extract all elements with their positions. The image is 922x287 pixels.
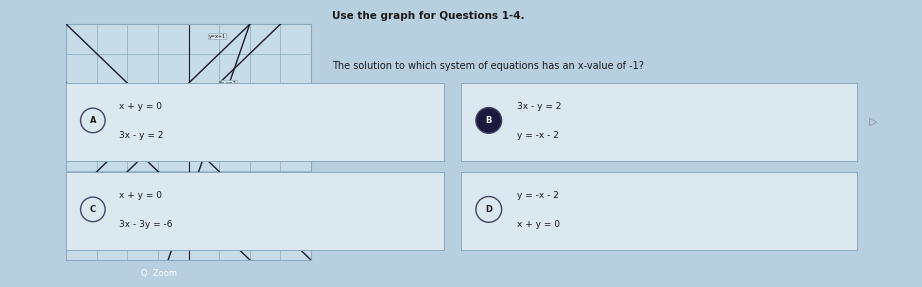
Ellipse shape xyxy=(80,108,105,133)
Text: x + y = 0: x + y = 0 xyxy=(119,191,162,200)
Text: D: D xyxy=(485,205,492,214)
Text: ▷: ▷ xyxy=(869,117,877,127)
Ellipse shape xyxy=(80,197,105,222)
Text: 1: 1 xyxy=(220,134,224,139)
Text: C: C xyxy=(89,205,96,214)
Text: x+y=0: x+y=0 xyxy=(225,193,242,197)
Text: A: A xyxy=(89,116,96,125)
Text: B: B xyxy=(486,116,492,125)
Ellipse shape xyxy=(476,197,502,222)
Text: x + y = 0: x + y = 0 xyxy=(119,102,162,111)
Text: y=-x-2: y=-x-2 xyxy=(82,96,98,100)
Text: y = -x - 2: y = -x - 2 xyxy=(516,131,559,140)
Text: O: O xyxy=(192,134,196,139)
Text: The solution to which system of equations has an x-value of -1?: The solution to which system of equation… xyxy=(332,61,644,71)
Text: y = -x - 2: y = -x - 2 xyxy=(516,191,559,200)
Text: 3x - 3y = -6: 3x - 3y = -6 xyxy=(119,220,172,229)
Text: Q  Zoom: Q Zoom xyxy=(141,269,177,278)
Text: 3x-y=2: 3x-y=2 xyxy=(219,81,237,86)
Text: 3x - y = 2: 3x - y = 2 xyxy=(516,102,561,111)
Text: x + y = 0: x + y = 0 xyxy=(516,220,560,229)
Text: Use the graph for Questions 1-4.: Use the graph for Questions 1-4. xyxy=(332,11,525,22)
Text: 3x - y = 2: 3x - y = 2 xyxy=(119,131,164,140)
Text: 3x-3y=-6: 3x-3y=-6 xyxy=(82,213,104,218)
Text: y=x+1: y=x+1 xyxy=(208,34,226,39)
Ellipse shape xyxy=(476,108,502,133)
